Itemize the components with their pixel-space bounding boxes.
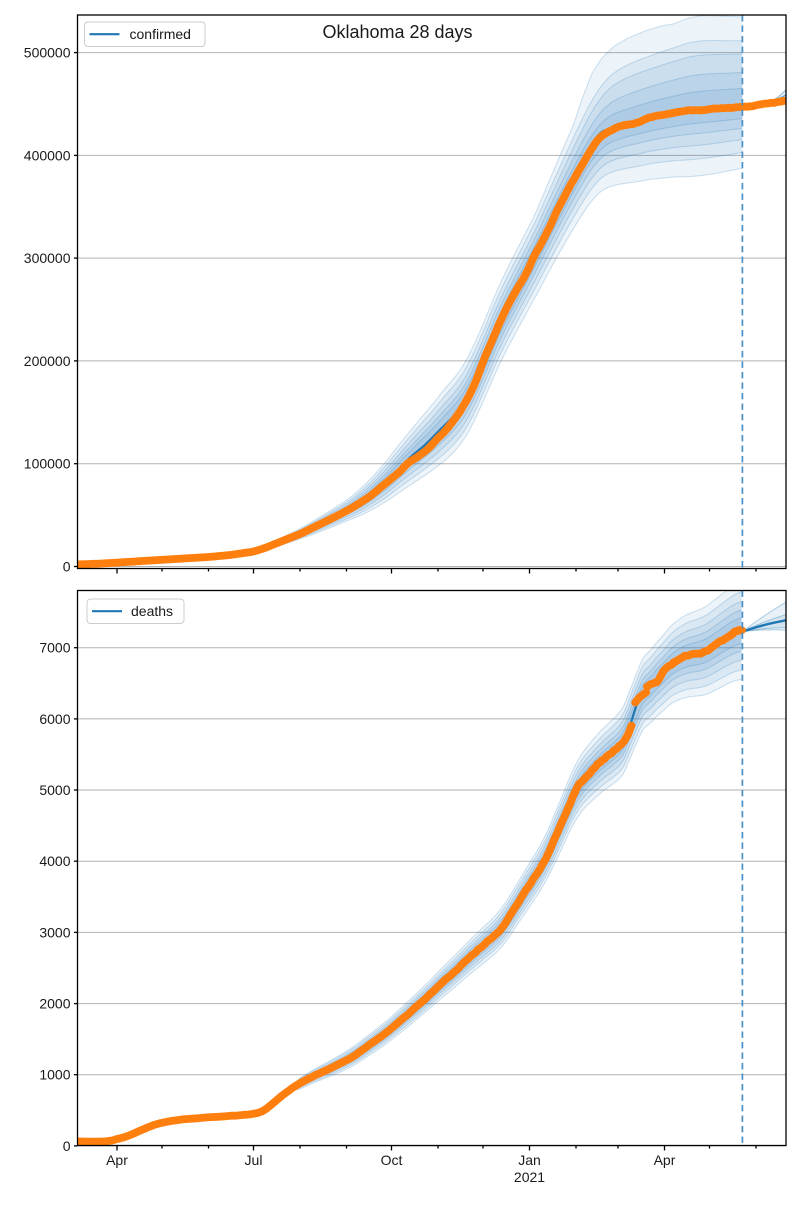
svg-text:Apr: Apr [106,1152,128,1168]
svg-text:100000: 100000 [24,456,71,472]
svg-text:3000: 3000 [39,924,70,940]
svg-text:7000: 7000 [39,640,70,656]
svg-text:Jul: Jul [245,1152,263,1168]
svg-text:Apr: Apr [654,1152,676,1168]
svg-text:Oklahoma 28 days: Oklahoma 28 days [322,22,472,42]
svg-text:deaths: deaths [131,603,173,619]
svg-text:300000: 300000 [24,250,71,266]
svg-text:Jan: Jan [518,1152,541,1168]
svg-text:4000: 4000 [39,853,70,869]
svg-text:200000: 200000 [24,353,71,369]
svg-text:1000: 1000 [39,1067,70,1083]
svg-text:confirmed: confirmed [130,26,191,42]
svg-text:0: 0 [63,559,71,575]
svg-text:400000: 400000 [24,147,71,163]
svg-text:0: 0 [63,1138,71,1154]
svg-text:500000: 500000 [24,45,71,61]
svg-text:5000: 5000 [39,782,70,798]
svg-text:2000: 2000 [39,996,70,1012]
svg-text:Oct: Oct [381,1152,403,1168]
svg-text:6000: 6000 [39,711,70,727]
svg-text:2021: 2021 [514,1169,545,1185]
